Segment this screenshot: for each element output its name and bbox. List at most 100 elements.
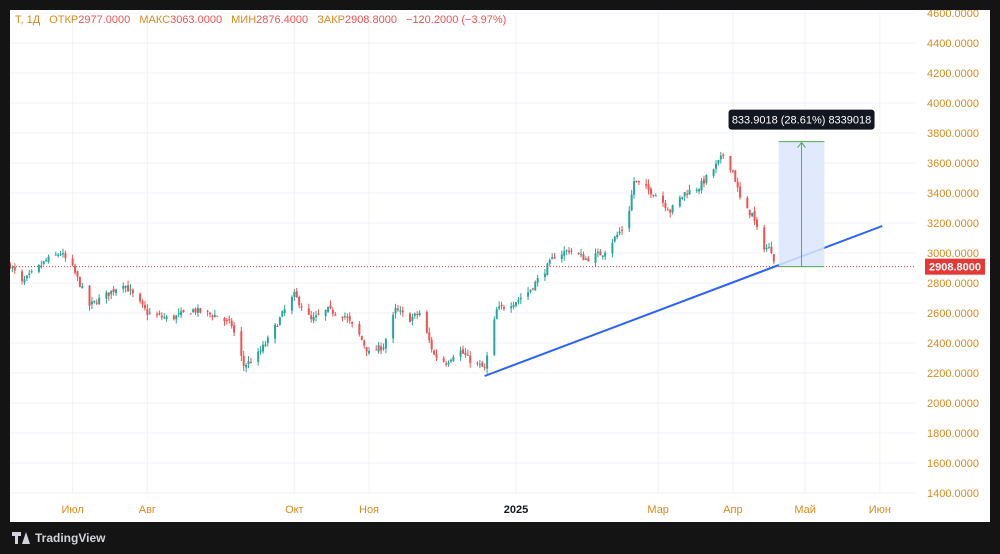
candle-body [681,196,684,199]
candle-body [637,180,640,183]
candle-body [131,289,134,294]
candle-body [546,263,549,276]
candle-body [736,181,739,188]
candle-body [115,289,118,294]
y-tick-label: 3200.0000 [927,218,979,230]
change-value: −120.2000 (−3.97%) [406,14,507,26]
low-value: 2876.4000 [256,14,309,26]
candle-body [158,313,161,315]
candle-body [408,313,411,323]
tradingview-logo[interactable]: TradingView [12,531,105,545]
candle-body [11,267,14,269]
candle-body [365,347,368,352]
candle-body [464,352,467,355]
candle-body [348,316,351,321]
candle-body [249,362,252,364]
candle-body [74,265,77,273]
y-tick-label: 1400.0000 [927,488,979,500]
candle-body [582,254,585,261]
candle-body [71,258,74,266]
candle-body [122,286,125,289]
candle-body [59,254,62,256]
y-tick-label: 3000.0000 [927,248,979,260]
y-tick-label: 4400.0000 [927,38,979,50]
candle-body [382,347,385,350]
chart-frame: 4600.0000 4400.0000 4200.0000 4000.0000 3800… [10,10,990,522]
candle-body [560,254,563,259]
candle-body [447,362,450,365]
candle-body [722,154,725,157]
open-value: 2977.0000 [78,14,131,26]
candle-body [715,163,718,169]
candle-body [127,285,130,292]
candle-body [401,310,404,313]
x-tick-label: Мар [647,504,669,516]
candle-body [233,325,236,333]
candle-body [462,349,464,354]
candle-body [377,345,380,352]
x-tick-label: Май [794,504,816,516]
high-value: 3063.0000 [170,14,223,26]
candle-body [384,339,387,349]
candle-body [630,194,633,211]
candle-body [459,350,462,357]
candle-body [10,263,11,269]
candle-body [611,242,614,254]
candle-body [399,310,402,312]
candle-body [580,254,583,256]
candle-body [278,317,281,325]
candle-body [259,350,262,352]
candle-body [700,180,703,191]
candle-body [570,250,573,252]
candle-body [763,227,766,250]
ohlc-legend: Т, 1Д ОТКР2977.0000 МАКС3063.0000 МИН287… [15,14,506,26]
candle-body [527,292,530,297]
candle-body [478,364,481,366]
candle-body [669,209,672,213]
price-chart[interactable]: 4600.0000 4400.0000 4200.0000 4000.0000 3800… [10,10,990,522]
candle-body [281,311,284,317]
candle-body [628,210,631,229]
candle-body [105,292,108,299]
candle-body [498,306,501,309]
candle-body [416,313,419,315]
candle-body [686,193,689,195]
candle-body [553,256,556,259]
candle-body [242,355,245,366]
x-tick-label: 2025 [504,504,528,516]
candle-body [223,318,226,322]
tradingview-name: TradingView [35,531,106,545]
candle-body [394,307,397,314]
candle-body [543,273,546,278]
y-tick-label: 3600.0000 [927,158,979,170]
candle-body [649,188,652,195]
candle-body [47,256,50,262]
candle-body [368,351,371,354]
x-tick-label: Ноя [359,504,379,516]
candle-body [112,288,115,292]
y-tick-label: 4200.0000 [927,68,979,80]
candle-body [148,312,151,314]
candle-body [565,250,568,252]
y-tick-label: 1800.0000 [927,428,979,440]
measure-label: 833.9018 (28.61%) 8339018 [732,115,871,127]
candle-body [734,170,737,182]
candle-body [512,304,515,308]
candle-body [430,339,433,350]
candle-body [666,209,669,211]
candle-body [293,291,296,297]
candle-body [435,354,438,358]
candle-body [146,309,149,316]
candle-body [755,219,758,227]
candle-body [276,325,279,327]
candle-body [76,271,79,277]
candle-body [245,364,248,368]
y-tick-label: 4600.0000 [927,10,979,20]
candle-body [266,337,269,344]
y-tick-label: 1600.0000 [927,458,979,470]
candle-body [23,279,26,283]
candle-body [110,290,113,295]
candle-body [469,355,472,363]
candle-body [678,197,681,207]
candle-body [298,296,301,306]
